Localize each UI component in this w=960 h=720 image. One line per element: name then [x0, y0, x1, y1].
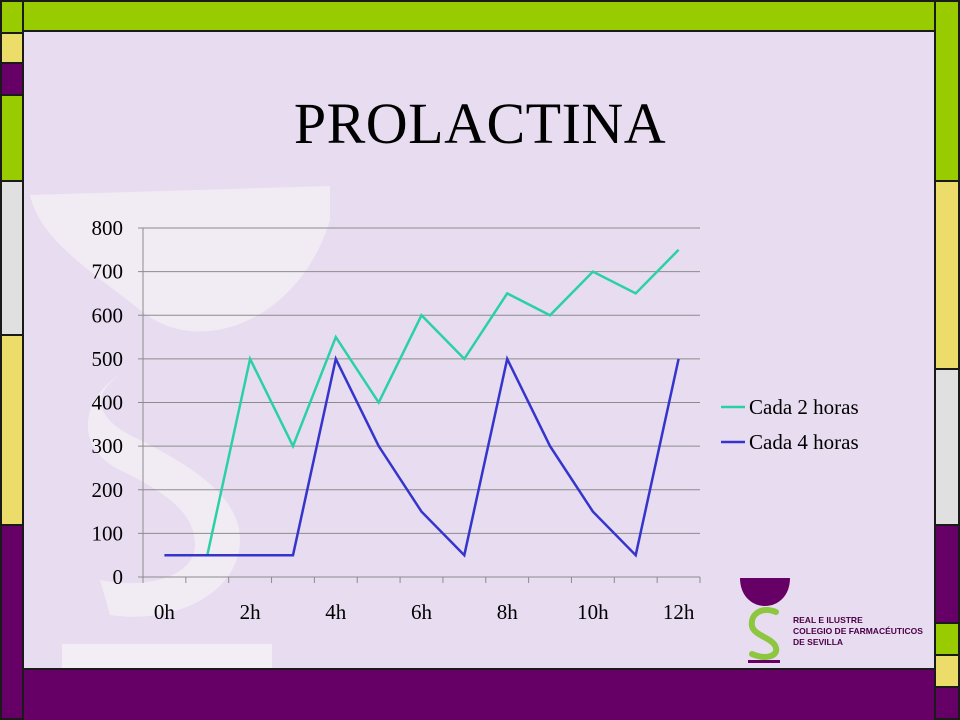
- x-tick-label: 2h: [240, 600, 262, 624]
- y-tick-label: 700: [92, 260, 124, 284]
- bottom-band: [24, 668, 934, 720]
- left-block: [0, 62, 24, 96]
- right-block: [934, 686, 960, 720]
- logo-line: DE SEVILLA: [793, 637, 844, 647]
- y-tick-label: 0: [113, 565, 124, 589]
- left-block: [0, 524, 24, 720]
- x-tick-label: 6h: [411, 600, 433, 624]
- x-tick-label: 10h: [577, 600, 609, 624]
- right-block: [934, 180, 960, 370]
- y-tick-label: 500: [92, 347, 124, 371]
- legend-label: Cada 4 horas: [749, 430, 859, 454]
- x-tick-label: 12h: [663, 600, 695, 624]
- left-block: [0, 32, 24, 64]
- legend-label: Cada 2 horas: [749, 395, 859, 419]
- series-line: [164, 355, 680, 558]
- logo-line: REAL E ILUSTRE: [793, 615, 863, 625]
- x-tick-label: 8h: [497, 600, 519, 624]
- college-logo-text: REAL E ILUSTRE COLEGIO DE FARMACÉUTICOS …: [793, 615, 923, 648]
- y-tick-label: 100: [92, 521, 124, 545]
- series-line: [206, 248, 680, 556]
- y-tick-label: 400: [92, 391, 124, 415]
- left-block: [0, 180, 24, 336]
- top-green-bar: [22, 0, 936, 32]
- y-tick-label: 600: [92, 303, 124, 327]
- y-tick-label: 200: [92, 478, 124, 502]
- slide-background: [24, 32, 934, 668]
- left-block: [0, 334, 24, 526]
- right-block: [934, 524, 960, 624]
- y-tick-label: 300: [92, 434, 124, 458]
- logo-line: COLEGIO DE FARMACÉUTICOS: [793, 626, 923, 636]
- left-block: [0, 94, 24, 182]
- right-block: [934, 0, 960, 182]
- slide-title: PROLACTINA: [293, 91, 667, 156]
- right-block: [934, 368, 960, 526]
- x-tick-label: 0h: [154, 600, 176, 624]
- y-tick-label: 800: [92, 216, 124, 240]
- right-block: [934, 622, 960, 656]
- x-tick-label: 4h: [325, 600, 347, 624]
